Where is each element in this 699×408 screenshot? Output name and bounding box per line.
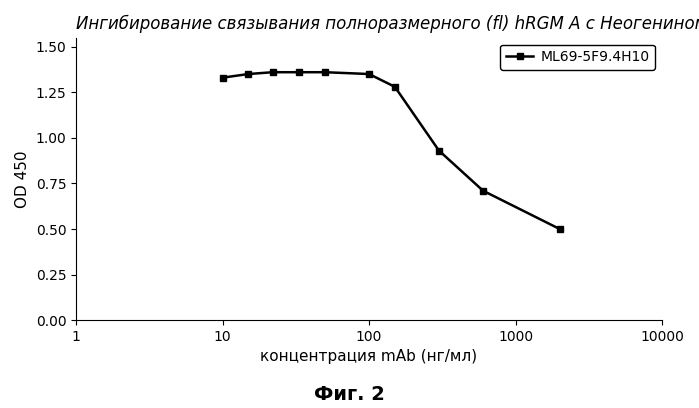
Text: Фиг. 2: Фиг. 2 (314, 385, 385, 404)
Legend: ML69-5F9.4H10: ML69-5F9.4H10 (500, 44, 655, 70)
ML69-5F9.4H10 (365, 71, 373, 76)
Text: Ингибирование связывания полноразмерного (fl) hRGM A с Неогенином: Ингибирование связывания полноразмерного… (76, 15, 699, 33)
ML69-5F9.4H10 (391, 84, 399, 89)
ML69-5F9.4H10 (321, 70, 329, 75)
ML69-5F9.4H10 (218, 75, 226, 80)
ML69-5F9.4H10 (479, 188, 487, 193)
ML69-5F9.4H10 (244, 71, 252, 76)
ML69-5F9.4H10 (435, 148, 443, 153)
ML69-5F9.4H10 (556, 226, 564, 231)
Line: ML69-5F9.4H10: ML69-5F9.4H10 (219, 69, 563, 233)
X-axis label: концентрация mAb (нг/мл): концентрация mAb (нг/мл) (261, 349, 477, 364)
ML69-5F9.4H10 (294, 70, 303, 75)
Y-axis label: OD 450: OD 450 (15, 150, 30, 208)
ML69-5F9.4H10 (268, 70, 277, 75)
